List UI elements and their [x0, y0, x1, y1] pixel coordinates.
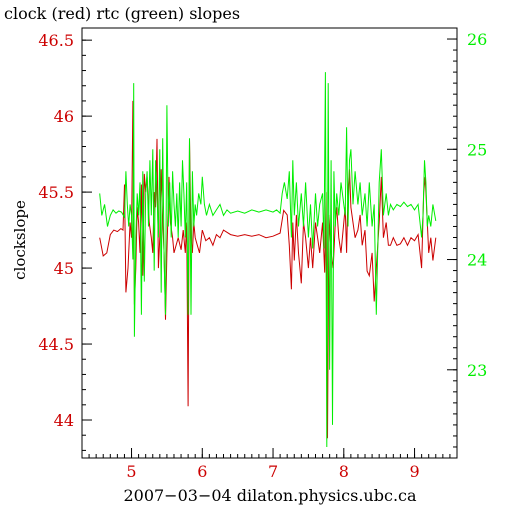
left-tick-label: 44.5 [38, 335, 74, 354]
right-axis: 23 24 25 26 [447, 30, 487, 448]
left-tick-label: 45 [54, 259, 74, 278]
right-tick-label: 26 [467, 30, 487, 49]
left-tick-label: 44 [54, 411, 74, 430]
left-tick-label: 46 [54, 107, 74, 126]
bottom-axis: 5 6 7 8 9 [88, 448, 451, 481]
left-axis: 44 44.5 45 45.5 46 46.5 [38, 31, 92, 451]
bottom-tick-label: 9 [409, 462, 419, 481]
series-line-clock [99, 100, 437, 439]
x-axis-label: 2007−03−04 dilaton.physics.ubc.ca [123, 486, 417, 505]
y-axis-label: clockslope [11, 200, 29, 280]
right-tick-label: 25 [467, 140, 487, 159]
right-tick-label: 24 [467, 251, 487, 270]
bottom-tick-label: 5 [126, 462, 136, 481]
series-layer [99, 72, 437, 448]
series-line-rtc [99, 72, 437, 448]
right-tick-label: 23 [467, 361, 487, 380]
left-tick-label: 45.5 [38, 183, 74, 202]
left-tick-label: 46.5 [38, 31, 74, 50]
chart-title: clock (red) rtc (green) slopes [4, 4, 240, 23]
bottom-tick-label: 7 [268, 462, 278, 481]
plot-frame [81, 27, 458, 459]
bottom-tick-label: 8 [339, 462, 349, 481]
bottom-tick-label: 6 [197, 462, 207, 481]
